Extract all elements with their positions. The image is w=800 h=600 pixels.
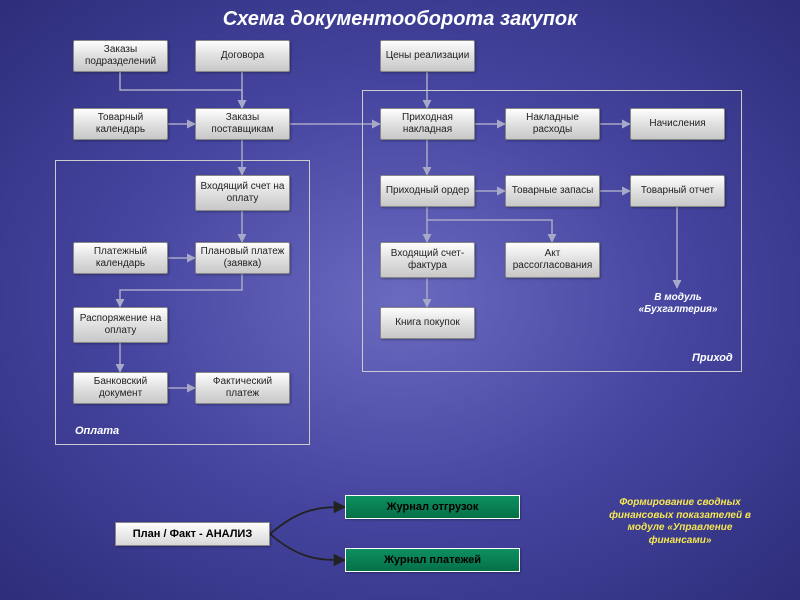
node-n_tov_otchet: Товарный отчет xyxy=(630,175,725,207)
node-n_plan_platezh: Плановый платеж (заявка) xyxy=(195,242,290,274)
node-n_dogovora: Договора xyxy=(195,40,290,72)
region-label-oplata: Оплата xyxy=(75,425,119,437)
node-plan-fakt: План / Факт - АНАЛИЗ xyxy=(115,522,270,546)
node-n_nachisleniya: Начисления xyxy=(630,108,725,140)
diagram-title: Схема документооборота закупок xyxy=(0,8,800,31)
node-n_plat_kalendar: Платежный календарь xyxy=(73,242,168,274)
label-buhgalteriya: В модуль «Бухгалтерия» xyxy=(628,292,728,316)
node-n_prihod_order: Приходный ордер xyxy=(380,175,475,207)
node-n_zakazy_post: Заказы поставщикам xyxy=(195,108,290,140)
node-n_tseny: Цены реализации xyxy=(380,40,475,72)
node-n_tov_kalendar: Товарный календарь xyxy=(73,108,168,140)
node-n_fakt_platezh: Фактический платеж xyxy=(195,372,290,404)
node-n_rasporyazhenie: Распоряжение на оплату xyxy=(73,307,168,343)
node-g_otgruzki: Журнал отгрузок xyxy=(345,495,520,519)
node-n_tov_zapasy: Товарные запасы xyxy=(505,175,600,207)
node-g_platezh: Журнал платежей xyxy=(345,548,520,572)
node-n_vhod_schet: Входящий счет на оплату xyxy=(195,175,290,211)
node-n_kniga: Книга покупок xyxy=(380,307,475,339)
node-n_zakazy_podr: Заказы подразделений xyxy=(73,40,168,72)
region-label-prihod: Приход xyxy=(692,352,733,364)
node-n_nakladnye: Накладные расходы xyxy=(505,108,600,140)
node-n_akt: Акт рассогласования xyxy=(505,242,600,278)
node-n_vhod_sf: Входящий счет-фактура xyxy=(380,242,475,278)
node-n_prihodnaya: Приходная накладная xyxy=(380,108,475,140)
node-n_bank_doc: Банковский документ xyxy=(73,372,168,404)
label-yellow: Формирование сводных финансовых показате… xyxy=(605,497,755,547)
